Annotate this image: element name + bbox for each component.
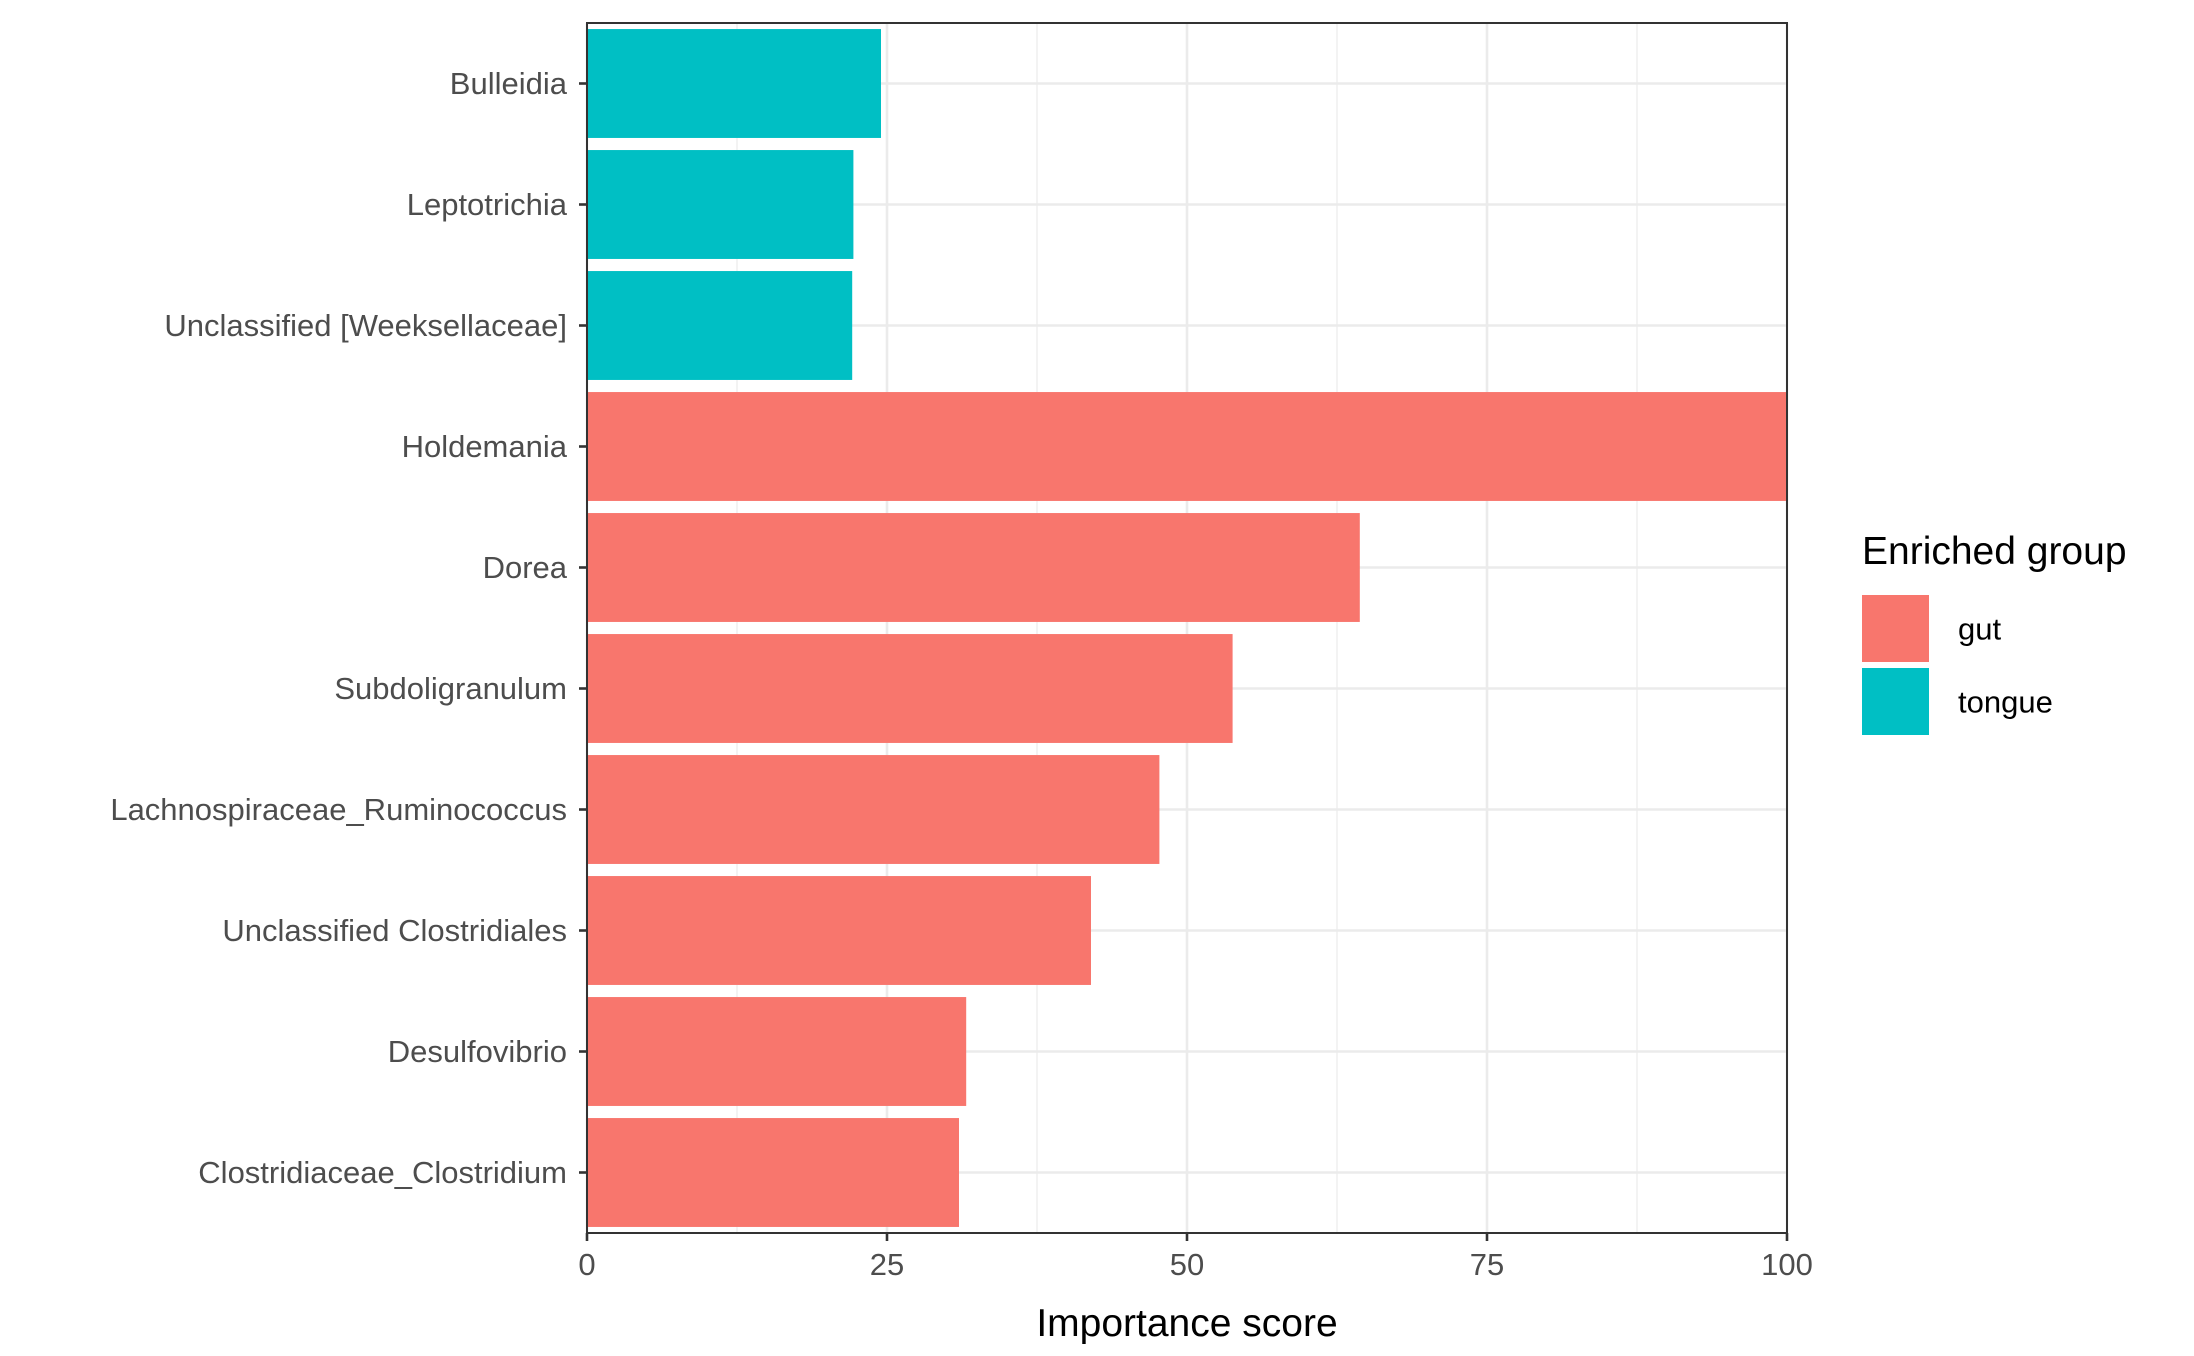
x-tick-label: 50 — [1170, 1247, 1204, 1282]
x-tick-label: 25 — [870, 1247, 904, 1282]
legend-key-tongue — [1862, 668, 1929, 735]
bar — [587, 876, 1091, 985]
y-tick-label: Subdoligranulum — [334, 671, 567, 706]
y-tick-label: Desulfovibrio — [388, 1034, 567, 1069]
y-tick-label: Holdemania — [402, 429, 568, 464]
x-tick-label: 100 — [1761, 1247, 1813, 1282]
bar — [587, 513, 1360, 622]
bar — [587, 29, 881, 138]
x-tick-label: 75 — [1470, 1247, 1504, 1282]
x-tick-label: 0 — [578, 1247, 595, 1282]
legend-title: Enriched group — [1862, 530, 2127, 573]
y-tick-label: Leptotrichia — [407, 187, 568, 222]
legend: Enriched group gut tongue — [1862, 530, 2127, 735]
y-tick-label: Dorea — [483, 550, 568, 585]
bar — [587, 392, 1787, 501]
y-tick-label: Clostridiaceae_Clostridium — [198, 1155, 567, 1190]
bars — [587, 29, 1787, 1227]
bar — [587, 271, 853, 380]
legend-key-gut — [1862, 595, 1929, 662]
y-tick-label: Unclassified [Weeksellaceae] — [164, 308, 567, 343]
y-tick-label: Unclassified Clostridiales — [222, 913, 567, 948]
legend-label-gut: gut — [1958, 612, 2001, 647]
x-axis-title: Importance score — [1036, 1302, 1337, 1345]
bar — [587, 997, 967, 1106]
bar — [587, 755, 1160, 864]
bar — [587, 150, 854, 259]
legend-items: gut tongue — [1862, 595, 2053, 735]
axes: Bulleidia Leptotrichia Unclassified [Weeks… — [110, 66, 1813, 1282]
bar — [587, 1118, 959, 1227]
legend-label-tongue: tongue — [1958, 685, 2053, 720]
y-tick-label: Lachnospiraceae_Ruminococcus — [110, 792, 567, 827]
y-tick-label: Bulleidia — [450, 66, 568, 101]
bar — [587, 634, 1233, 743]
